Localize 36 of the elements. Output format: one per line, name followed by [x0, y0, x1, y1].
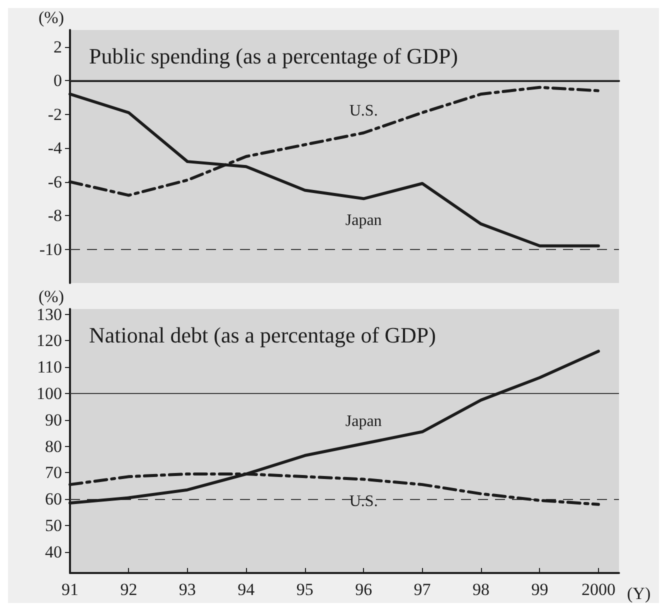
- x-tick-label: 99: [531, 580, 548, 599]
- x-tick-label: 91: [62, 580, 78, 599]
- y-tick-label: 60: [45, 490, 62, 509]
- series-label: Japan: [345, 212, 382, 230]
- y-tick-label: 0: [54, 71, 62, 90]
- y-tick-label: 2: [54, 37, 62, 56]
- y-axis-title: (%): [38, 287, 64, 306]
- y-tick-label: -8: [48, 206, 62, 226]
- series-label: Japan: [345, 413, 382, 430]
- x-tick-label: 96: [355, 580, 372, 599]
- x-tick-label: 97: [414, 580, 432, 599]
- y-tick-label: 70: [45, 463, 62, 482]
- series-label: U.S.: [349, 102, 378, 120]
- text: Public spending (as a percentage of GDP): [89, 44, 458, 68]
- y-tick-label: -6: [48, 172, 62, 192]
- y-axis-title: (%): [38, 8, 64, 27]
- y-tick-label: 110: [37, 358, 62, 377]
- y-tick-label: -2: [48, 104, 62, 124]
- x-tick-label: 98: [472, 580, 490, 599]
- x-tick-label: 95: [296, 580, 314, 599]
- y-tick-label: -10: [39, 240, 62, 259]
- y-tick-label: 130: [36, 304, 62, 324]
- text: National debt (as a percentage of GDP): [89, 322, 436, 348]
- y-tick-label: 80: [45, 436, 62, 456]
- y-tick-label: 120: [36, 331, 62, 350]
- series-label: U.S.: [349, 492, 378, 510]
- x-tick-label: 2000: [581, 580, 616, 599]
- x-tick-label: 94: [238, 580, 256, 599]
- x-tick-label: 93: [178, 580, 196, 599]
- y-tick-label: 90: [45, 410, 62, 430]
- y-tick-label: 50: [45, 516, 62, 535]
- y-tick-label: -4: [48, 138, 62, 158]
- x-tick-label: 92: [120, 580, 138, 599]
- x-axis-title: (Y): [627, 584, 651, 603]
- y-tick-label: 40: [45, 542, 62, 562]
- y-tick-label: 100: [36, 384, 62, 403]
